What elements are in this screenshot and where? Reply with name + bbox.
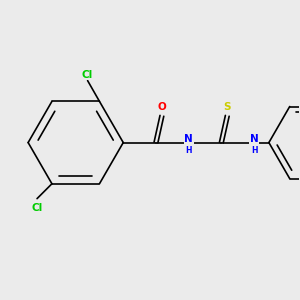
Text: Cl: Cl (32, 202, 43, 212)
Text: S: S (224, 102, 231, 112)
Text: Cl: Cl (82, 70, 93, 80)
Text: H: H (185, 146, 192, 155)
Text: H: H (251, 146, 257, 155)
Text: N: N (184, 134, 193, 144)
Text: N: N (250, 134, 258, 144)
Text: O: O (158, 102, 166, 112)
